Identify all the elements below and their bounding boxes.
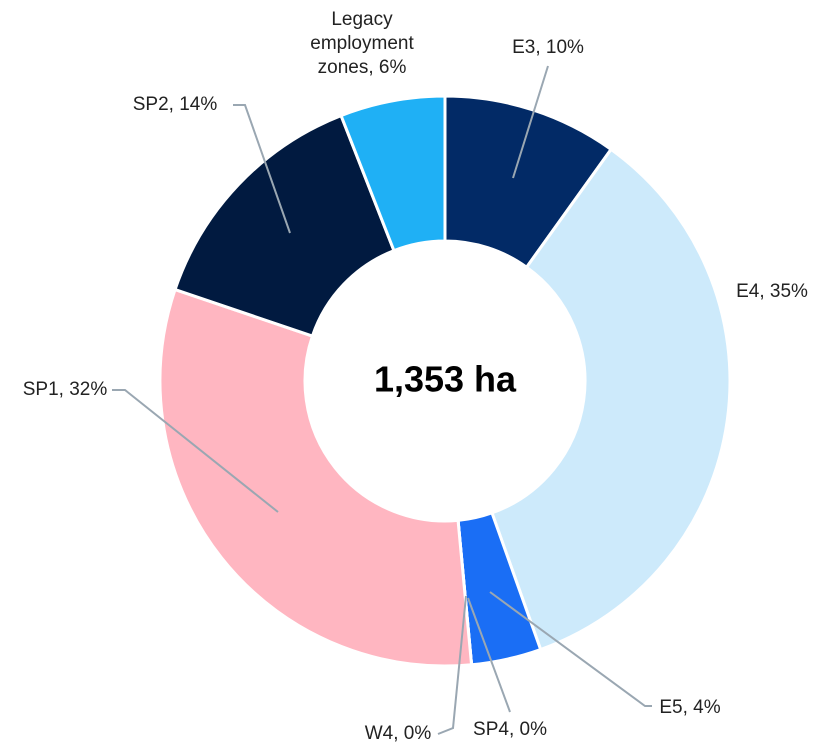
leader-line	[512, 65, 549, 179]
leader-line	[489, 591, 652, 707]
data-label: Legacy employment zones, 6%	[310, 9, 414, 78]
leader-line	[437, 595, 467, 735]
leader-line	[112, 389, 279, 513]
slice	[158, 287, 474, 668]
data-label: E3, 10%	[512, 37, 584, 58]
slice	[339, 94, 447, 253]
data-label: SP4, 0%	[473, 719, 547, 740]
leader-line	[467, 597, 511, 713]
data-label: SP1, 32%	[23, 379, 108, 400]
center-label: 1,353 ha	[374, 359, 517, 400]
data-label: W4, 0%	[365, 723, 432, 743]
data-label: E5, 4%	[659, 697, 720, 718]
data-label: SP2, 14%	[133, 94, 218, 115]
slices	[158, 94, 732, 668]
slice	[173, 113, 396, 338]
leader-line	[233, 104, 291, 234]
data-label: E4, 35%	[736, 281, 808, 302]
slice	[490, 147, 732, 652]
